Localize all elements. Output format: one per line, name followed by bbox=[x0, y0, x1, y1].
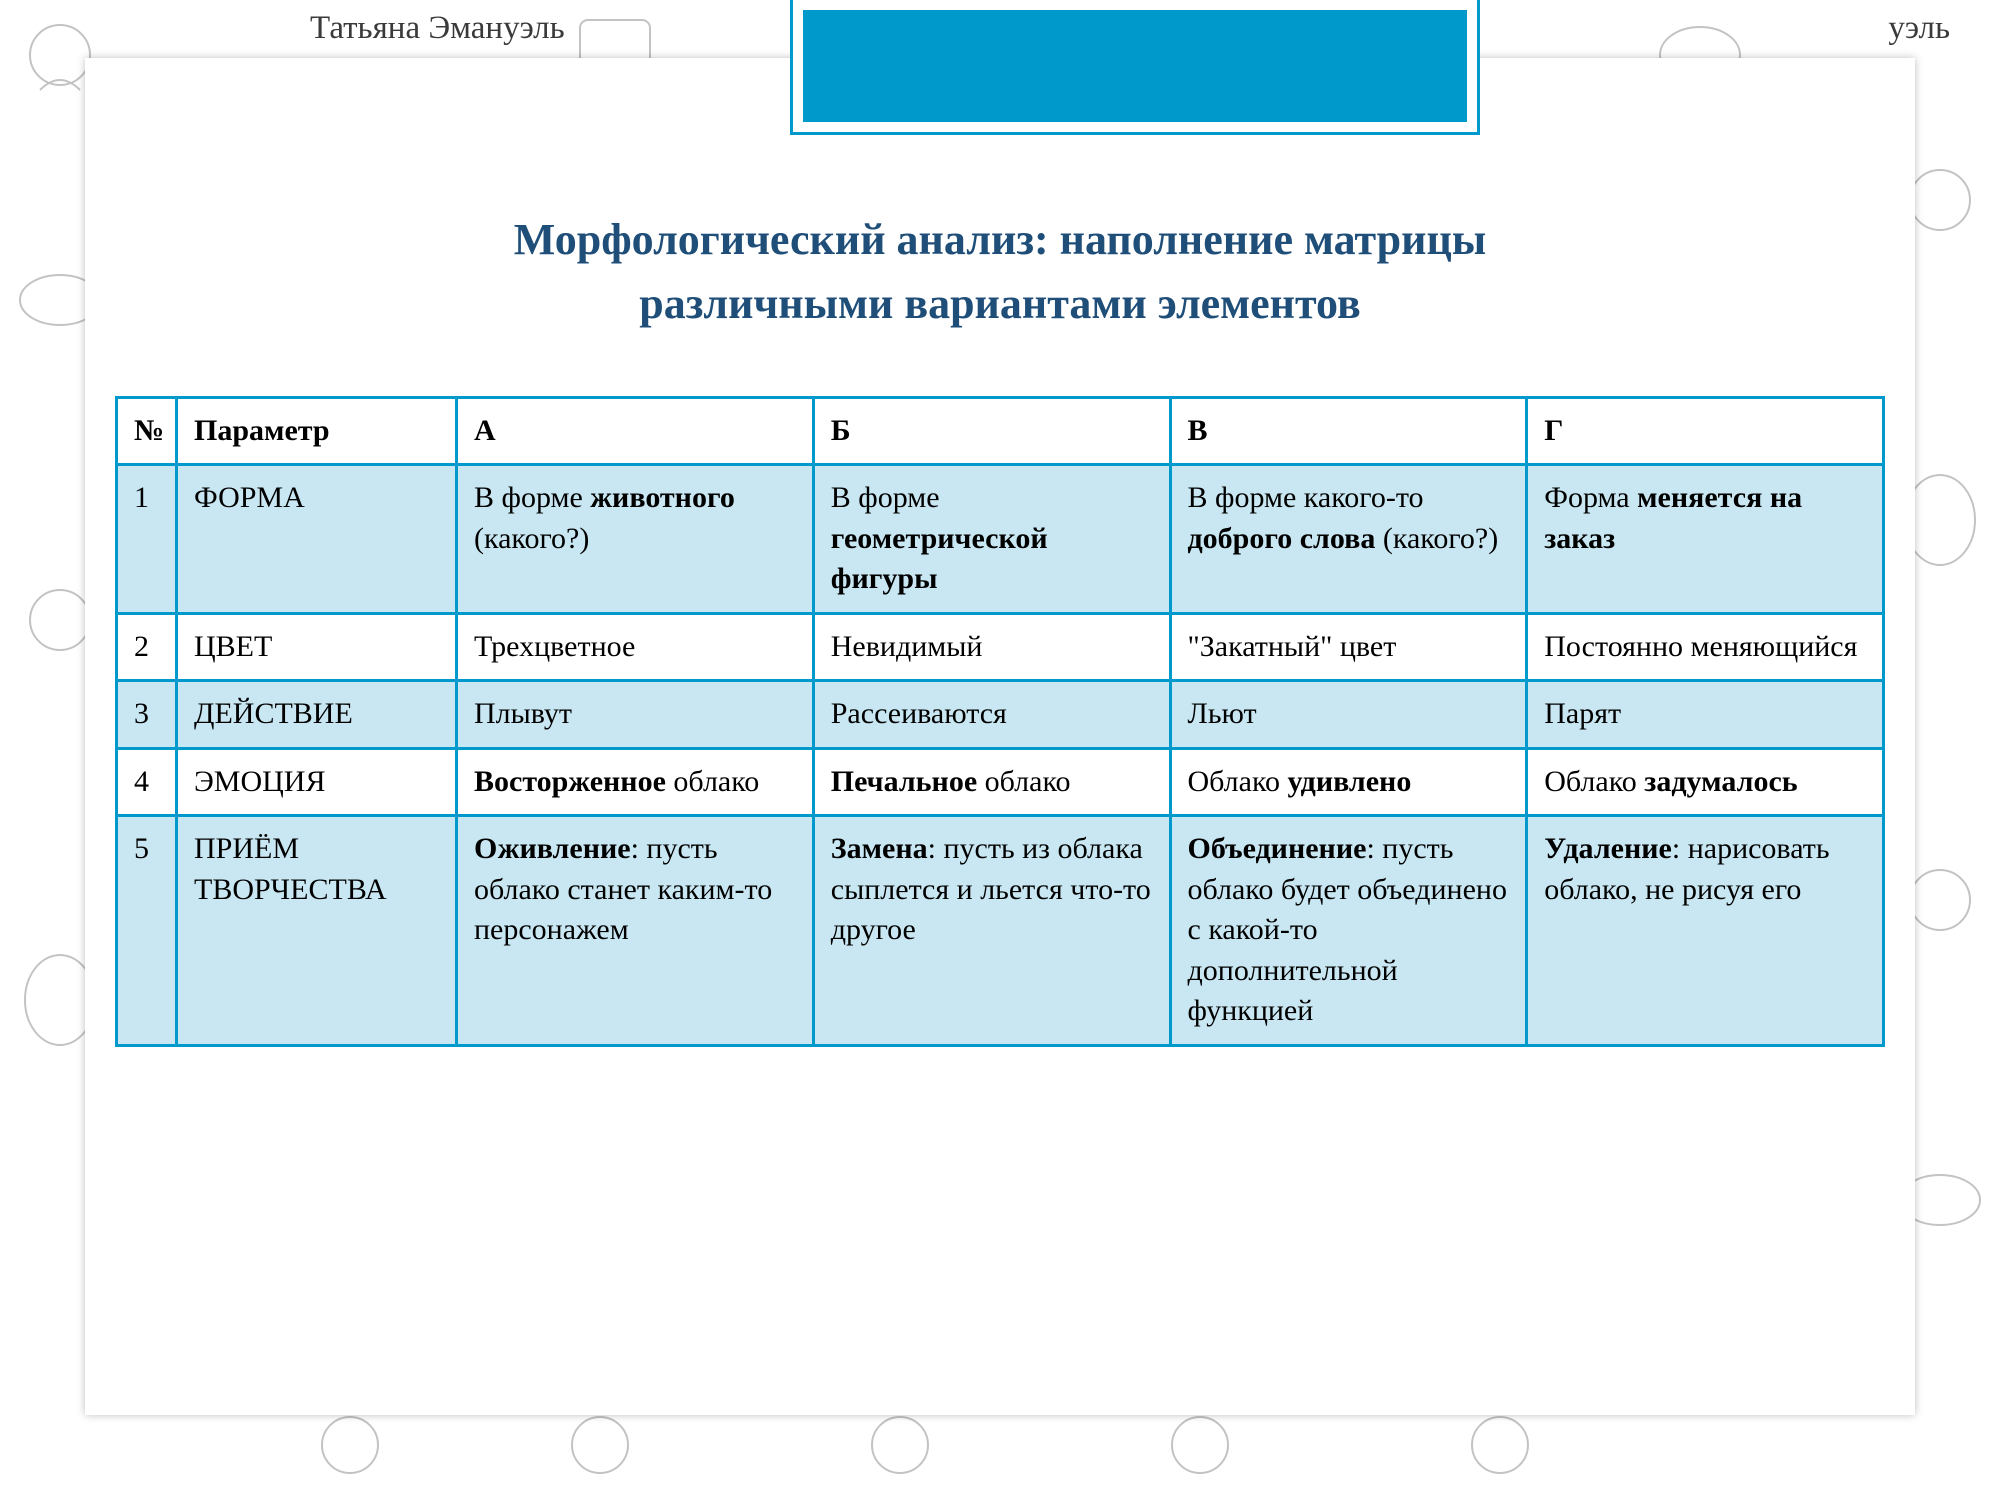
header-param: Параметр bbox=[177, 397, 457, 465]
cell-num: 1 bbox=[117, 465, 177, 614]
cell-option-v: Облако удивлено bbox=[1170, 748, 1527, 816]
table-header-row: № Параметр А Б В Г bbox=[117, 397, 1884, 465]
title-line-2: различными вариантами элементов bbox=[639, 279, 1360, 328]
table-row: 1ФОРМАВ форме животного (какого?)В форме… bbox=[117, 465, 1884, 614]
cell-num: 2 bbox=[117, 613, 177, 681]
cell-option-g: Облако задумалось bbox=[1527, 748, 1884, 816]
table-row: 2ЦВЕТТрехцветноеНевидимый"Закатный" цвет… bbox=[117, 613, 1884, 681]
cell-option-v: В форме какого-то доброго слова (какого?… bbox=[1170, 465, 1527, 614]
cell-option-g: Постоянно меняющийся bbox=[1527, 613, 1884, 681]
table-row: 4ЭМОЦИЯВосторженное облакоПечальное обла… bbox=[117, 748, 1884, 816]
cell-option-b: В форме геометрической фигуры bbox=[813, 465, 1170, 614]
cell-param: ПРИЁМ ТВОРЧЕСТВА bbox=[177, 816, 457, 1046]
cell-num: 5 bbox=[117, 816, 177, 1046]
morph-table: № Параметр А Б В Г 1ФОРМАВ форме животно… bbox=[115, 396, 1885, 1047]
cell-option-g: Парят bbox=[1527, 681, 1884, 749]
cell-option-a: Трехцветное bbox=[457, 613, 814, 681]
cell-option-a: Восторженное облако bbox=[457, 748, 814, 816]
author-name-cut: уэль bbox=[1888, 10, 1950, 47]
slide-card: Морфологический анализ: наполнение матри… bbox=[85, 58, 1915, 1415]
page-root: Татьяна Эмануэль уэль Морфологический ан… bbox=[0, 0, 2000, 1500]
header-g: Г bbox=[1527, 397, 1884, 465]
title-accent-frame bbox=[790, 0, 1480, 135]
cell-param: ЭМОЦИЯ bbox=[177, 748, 457, 816]
table-row: 5ПРИЁМ ТВОРЧЕСТВАОживление: пусть облако… bbox=[117, 816, 1884, 1046]
cell-num: 3 bbox=[117, 681, 177, 749]
header-num: № bbox=[117, 397, 177, 465]
cell-option-b: Печальное облако bbox=[813, 748, 1170, 816]
cell-option-b: Невидимый bbox=[813, 613, 1170, 681]
title-line-1: Морфологический анализ: наполнение матри… bbox=[514, 215, 1486, 264]
cell-option-g: Форма меняется на заказ bbox=[1527, 465, 1884, 614]
author-name: Татьяна Эмануэль bbox=[310, 10, 565, 47]
cell-option-a: Оживление: пусть облако станет каким-то … bbox=[457, 816, 814, 1046]
slide-title: Морфологический анализ: наполнение матри… bbox=[205, 208, 1795, 336]
cell-option-b: Замена: пусть из облака сыплется и льетс… bbox=[813, 816, 1170, 1046]
cell-num: 4 bbox=[117, 748, 177, 816]
cell-option-v: Объединение: пусть облако будет объедине… bbox=[1170, 816, 1527, 1046]
header-v: В bbox=[1170, 397, 1527, 465]
title-accent-fill bbox=[803, 10, 1467, 122]
cell-param: ЦВЕТ bbox=[177, 613, 457, 681]
cell-option-a: В форме животного (какого?) bbox=[457, 465, 814, 614]
cell-option-b: Рассеиваются bbox=[813, 681, 1170, 749]
cell-option-v: "Закатный" цвет bbox=[1170, 613, 1527, 681]
header-a: А bbox=[457, 397, 814, 465]
cell-option-g: Удаление: нарисовать облако, не рисуя ег… bbox=[1527, 816, 1884, 1046]
cell-param: ФОРМА bbox=[177, 465, 457, 614]
table-row: 3ДЕЙСТВИЕПлывутРассеиваютсяЛьютПарят bbox=[117, 681, 1884, 749]
header-b: Б bbox=[813, 397, 1170, 465]
cell-option-v: Льют bbox=[1170, 681, 1527, 749]
cell-param: ДЕЙСТВИЕ bbox=[177, 681, 457, 749]
cell-option-a: Плывут bbox=[457, 681, 814, 749]
